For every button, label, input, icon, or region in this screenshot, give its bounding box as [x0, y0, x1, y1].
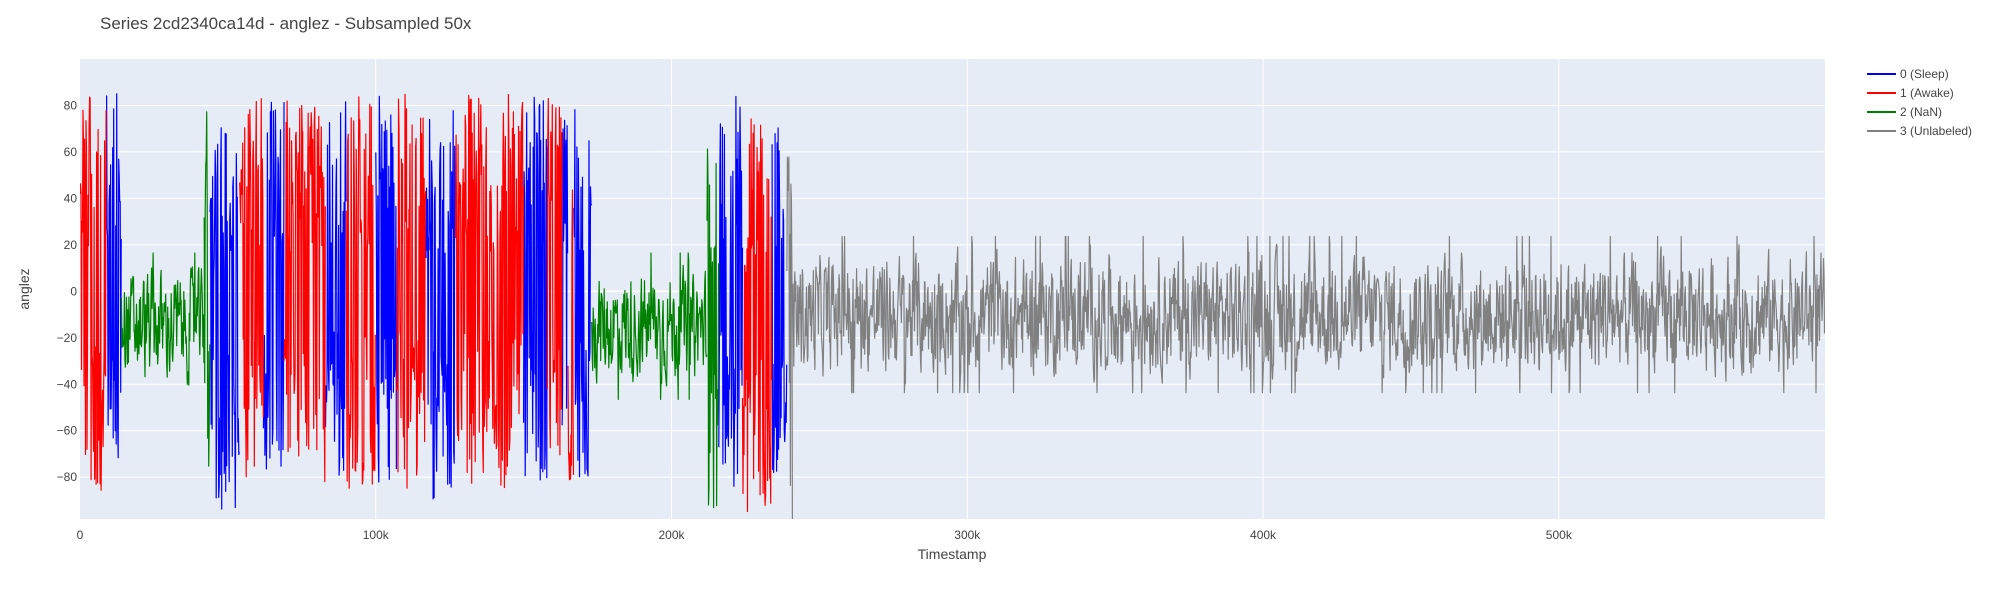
y-axis-title: anglez	[16, 268, 32, 309]
y-axis-ticks: −80 −60 −40 −20 0 20 40 60 80	[57, 98, 78, 484]
series-segment	[239, 98, 264, 478]
series-segment	[262, 101, 285, 470]
series-segment	[567, 189, 575, 481]
x-axis-title: Timestamp	[918, 546, 987, 562]
series-segment	[546, 97, 563, 456]
series-segment	[106, 93, 122, 459]
x-tick-label: 500k	[1546, 528, 1573, 542]
x-axis-ticks: 0 100k 200k 300k 400k 500k	[77, 528, 1573, 542]
series-segment	[345, 96, 376, 489]
series-segment	[375, 95, 397, 483]
legend-label: 0 (Sleep)	[1900, 67, 1949, 81]
y-tick-label: −20	[57, 331, 78, 345]
series-1-awake-	[80, 93, 773, 513]
y-tick-label: −40	[57, 377, 78, 391]
legend-label: 1 (Awake)	[1900, 86, 1954, 100]
legend[interactable]: 0 (Sleep) 1 (Awake) 2 (NaN) 3 (Unlabeled)	[1867, 67, 1972, 138]
legend-item[interactable]: 2 (NaN)	[1867, 105, 1942, 119]
series-segment	[786, 156, 793, 519]
y-tick-label: −80	[57, 470, 78, 484]
series-segment	[771, 127, 788, 474]
series-segment	[706, 148, 720, 509]
series-segment	[523, 96, 548, 481]
series-segment	[455, 94, 525, 489]
series-segment	[80, 96, 107, 491]
series-segment	[425, 110, 456, 500]
y-tick-label: 60	[64, 145, 78, 159]
legend-label: 3 (Unlabeled)	[1900, 124, 1972, 138]
y-tick-label: 80	[64, 98, 78, 112]
x-tick-label: 100k	[363, 528, 390, 542]
legend-item[interactable]: 1 (Awake)	[1867, 86, 1954, 100]
series-segment	[741, 118, 773, 513]
series-segment	[573, 109, 593, 478]
x-tick-label: 300k	[954, 528, 981, 542]
series-0-sleep-	[106, 93, 788, 510]
series-segment	[203, 111, 211, 467]
series-segment	[395, 93, 427, 489]
series-3-unlabeled-	[786, 156, 1825, 519]
chart-title: Series 2cd2340ca14d - anglez - Subsample…	[100, 14, 472, 33]
y-tick-label: 40	[64, 191, 78, 205]
series-segment	[792, 235, 1825, 394]
series-segment	[324, 101, 347, 476]
legend-label: 2 (NaN)	[1900, 105, 1942, 119]
series-2-nan-	[120, 111, 720, 509]
x-tick-label: 200k	[659, 528, 686, 542]
x-tick-label: 400k	[1250, 528, 1277, 542]
series-segment	[209, 127, 240, 510]
series-layer	[80, 93, 1825, 519]
series-segment	[561, 119, 569, 426]
x-tick-label: 0	[77, 528, 84, 542]
series-segment	[718, 95, 744, 487]
legend-item[interactable]: 3 (Unlabeled)	[1867, 124, 1972, 138]
series-segment	[283, 100, 326, 483]
legend-item[interactable]: 0 (Sleep)	[1867, 67, 1949, 81]
series-segment	[120, 252, 205, 386]
y-tick-label: 0	[70, 284, 77, 298]
series-segment	[591, 252, 708, 400]
y-tick-label: −60	[57, 424, 78, 438]
y-tick-label: 20	[64, 238, 78, 252]
